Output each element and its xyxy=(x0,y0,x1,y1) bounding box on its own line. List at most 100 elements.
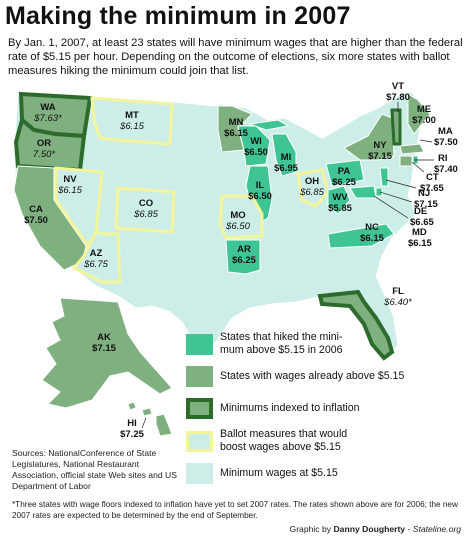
label-AZ-abbr: AZ xyxy=(90,248,103,259)
legend-label-at-515: Minimum wages at $5.15 xyxy=(220,467,338,479)
label-NY-wage: $7.15 xyxy=(368,151,392,162)
label-ME-abbr: ME xyxy=(417,104,431,115)
label-MD-abbr: MD xyxy=(412,227,427,238)
state-OH xyxy=(296,168,330,208)
label-MN-wage: $6.15 xyxy=(224,128,248,139)
label-OR-abbr: OR xyxy=(37,138,51,149)
label-MN-abbr: MN xyxy=(229,117,244,128)
legend-swatch-above xyxy=(186,366,213,387)
state-labels: WA $7.63* OR 7.50* CA $7.50 NV $6.15 AZ … xyxy=(24,81,458,440)
label-WI-abbr: WI xyxy=(250,136,262,147)
label-MA-wage: $7.50 xyxy=(434,137,458,148)
state-MI xyxy=(249,119,297,177)
state-NC xyxy=(327,223,395,249)
state-CA xyxy=(13,165,87,271)
label-WA-abbr: WA xyxy=(40,102,55,113)
label-DE-wage: $6.65 xyxy=(410,217,434,228)
legend-swatch-ballot xyxy=(186,430,213,452)
label-VT-abbr: VT xyxy=(392,81,404,92)
label-AR-abbr: AR xyxy=(237,244,251,255)
label-PA-wage: $6.25 xyxy=(332,177,356,188)
label-MA-abbr: MA xyxy=(438,126,453,137)
page-title: Making the minimum in 2007 xyxy=(5,2,351,30)
intro-text: By Jan. 1, 2007, at least 23 states will… xyxy=(8,37,463,77)
label-IL-abbr: IL xyxy=(256,180,265,191)
label-NY-abbr: NY xyxy=(373,140,387,151)
label-WI-wage: $6.50 xyxy=(244,147,268,158)
label-PA-abbr: PA xyxy=(338,166,351,177)
label-MI-abbr: MI xyxy=(281,152,292,163)
label-NJ-abbr: NJ xyxy=(418,188,430,199)
leader-lines xyxy=(141,102,434,429)
legend-swatch-at-515 xyxy=(186,463,213,484)
label-NV-wage: $6.15 xyxy=(57,185,82,196)
state-CO xyxy=(114,186,176,234)
label-FL-abbr: FL xyxy=(392,286,404,297)
label-CO-abbr: CO xyxy=(139,198,153,209)
label-RI-abbr: RI xyxy=(438,153,448,164)
label-WV-abbr: WV xyxy=(332,192,348,203)
label-MD-wage: $6.15 xyxy=(408,238,432,249)
state-OR xyxy=(13,116,87,173)
state-VT xyxy=(390,108,402,146)
legend-item-hiked-2006: States that hiked the mini-mum above $5.… xyxy=(186,331,360,357)
label-HI-abbr: HI xyxy=(127,418,137,429)
legend-item-indexed: Minimums indexed to inflation xyxy=(186,398,360,419)
label-NC-wage: $6.15 xyxy=(360,233,384,244)
legend-item-ballot: Ballot measures that would boost wages a… xyxy=(186,428,370,454)
legend-label-hiked: States that hiked the mini-mum above $5.… xyxy=(220,331,343,356)
state-PA xyxy=(325,159,365,187)
state-NJ xyxy=(379,167,389,187)
label-WV-wage: $5.85 xyxy=(328,203,352,214)
legend-label-indexed: Minimums indexed to inflation xyxy=(220,402,360,414)
label-NV-abbr: NV xyxy=(63,174,77,185)
legend-item-above-515: States with wages already above $5.15 xyxy=(186,366,404,387)
label-VT-wage: $7.80 xyxy=(386,92,410,103)
state-WV xyxy=(327,185,351,215)
label-CA-abbr: CA xyxy=(29,204,43,215)
state-MA xyxy=(399,143,425,155)
state-AR xyxy=(225,239,261,275)
label-CT-abbr: CT xyxy=(426,172,439,183)
label-OR-wage: 7.50* xyxy=(33,149,55,160)
footnote-text: *Three states with wage floors indexed t… xyxy=(12,500,458,520)
label-OH-wage: $6.85 xyxy=(299,187,324,198)
legend-label-ballot: Ballot measures that would boost wages a… xyxy=(220,428,348,453)
label-OH-abbr: OH xyxy=(305,176,319,187)
credit-outlet: Stateline.org xyxy=(412,524,461,534)
state-AK xyxy=(41,297,173,409)
label-MT-abbr: MT xyxy=(125,110,139,121)
label-CT-wage: $7.65 xyxy=(420,183,444,194)
state-AZ xyxy=(71,230,122,284)
state-FL xyxy=(317,289,395,361)
label-WA-wage: $7.63* xyxy=(33,113,62,124)
credit-author: Danny Dougherty xyxy=(333,524,406,534)
legend-label-above: States with wages already above $5.15 xyxy=(220,370,405,382)
legend-item-at-515: Minimum wages at $5.15 xyxy=(186,463,338,484)
credit-sep: - xyxy=(405,524,413,534)
label-AK-wage: $7.15 xyxy=(92,343,116,354)
credit-prefix: Graphic by xyxy=(289,524,332,534)
label-DE-abbr: DE xyxy=(414,206,427,217)
label-HI-wage: $7.25 xyxy=(120,429,144,440)
label-NJ-wage: $7.15 xyxy=(414,199,438,210)
state-MT xyxy=(90,96,174,146)
state-DE xyxy=(375,187,383,197)
state-MD xyxy=(349,185,377,199)
label-AR-wage: $6.25 xyxy=(232,255,256,266)
label-MO-wage: $6.50 xyxy=(225,221,250,232)
label-ME-wage: $7.00 xyxy=(412,115,436,126)
label-MT-wage: $6.15 xyxy=(119,121,144,132)
label-CA-wage: $7.50 xyxy=(24,215,48,226)
label-MO-abbr: MO xyxy=(230,210,245,221)
state-ME xyxy=(407,93,431,135)
state-HI xyxy=(127,401,173,437)
label-CO-wage: $6.85 xyxy=(133,209,158,220)
label-RI-wage: $7.40 xyxy=(434,164,458,175)
legend-swatch-hiked xyxy=(186,333,213,355)
legend-swatch-indexed xyxy=(186,398,213,419)
label-FL-wage: $6.40* xyxy=(383,297,412,308)
state-MO xyxy=(218,194,264,240)
